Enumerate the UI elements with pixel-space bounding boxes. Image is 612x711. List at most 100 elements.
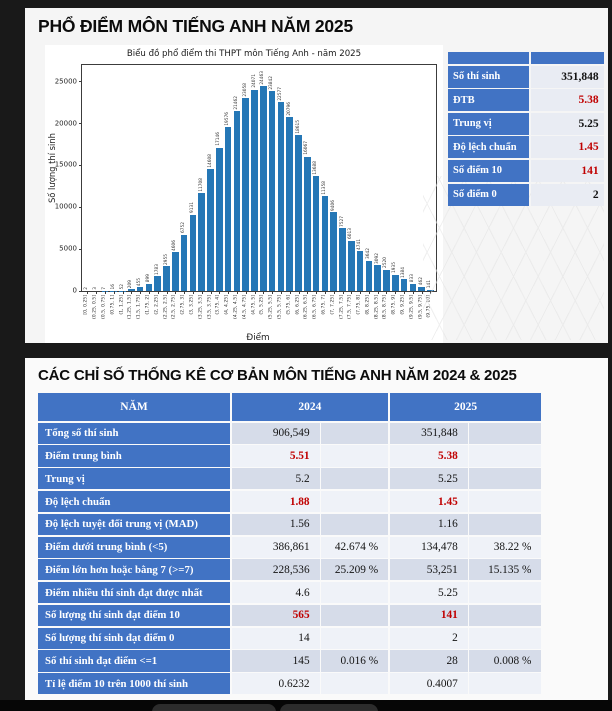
cmp-cell: 5.25 [389,468,468,490]
cmp-cell [469,673,542,695]
histogram-bin: 2 [0, 0.25] [83,65,92,315]
cmp-row: Trung vị 5.2 5.25 [38,468,542,490]
bar-value-label: 21462 [233,96,239,110]
histogram-bar [295,135,302,291]
x-tick-mark [280,291,282,294]
histogram-bar [207,168,214,291]
histogram-bin: 455 (1.5, 1.75] [136,65,145,319]
histogram-bin: 6013 (7.5, 7.75] [347,65,356,319]
histogram-bar [198,193,206,291]
x-tick-label: (1.25, 1.5] [128,295,134,320]
histogram-bar [304,156,311,291]
cmp-row-label: Điểm dưới trung bình (<5) [38,536,230,558]
cmp-cell: 565 [231,604,320,627]
top-panel: PHỔ ĐIỂM MÔN TIẾNG ANH NĂM 2025 Biểu đồ … [25,8,608,343]
chart-x-axis-label: Điểm [246,333,270,343]
bar-value-label: 6752 [181,222,187,233]
cmp-row: Điểm nhiều thí sinh đạt được nhất 4.6 5.25 [38,582,542,604]
bar-value-label: 11358 [321,180,327,195]
histogram-bar [180,234,188,291]
x-tick-mark [166,291,168,294]
bar-value-label: 7 [101,286,107,290]
histogram-bin: 17146 (3.75, 4] [215,65,224,315]
histogram-bar [391,274,399,291]
x-tick-label: (5, 5.25] [260,295,266,315]
stats-value: 351,848 [530,65,604,88]
x-tick-label: (8.75, 9] [391,295,397,315]
bar-value-label: 899 [145,273,151,282]
histogram-bin: 9131 (3, 3.25] [189,65,198,315]
comparison-table: NĂM 2024 2025 Tổng số thí sinh 906,549 351,84… [38,393,542,695]
x-tick-mark [404,291,406,294]
x-tick-label: (3.25, 3.5] [198,295,204,320]
histogram-bin: 7527 (7.25, 7.5] [338,65,347,319]
x-tick-label: (3.75, 4] [216,295,222,315]
histogram-bin: 462 (9.5, 9.75] [417,65,426,319]
x-tick-label: (7.5, 7.75] [348,295,353,320]
x-tick-mark [351,291,353,294]
histogram-bin: 1384 (9, 9.25] [400,65,409,315]
x-tick-label: (5.75, 6] [286,295,292,315]
histogram-bin: 18615 (6, 6.25] [294,65,303,315]
cmp-row: Điểm dưới trung bình (<5) 386,861 42.674 %… [38,536,542,558]
stats-label: Số thí sinh [448,65,529,88]
cmp-cell: 5.25 [389,582,468,604]
cmp-row-label: Điểm nhiều thí sinh đạt được nhất [38,582,230,604]
cmp-cell [469,422,542,444]
x-tick-mark [175,291,177,294]
x-tick-mark [210,291,212,294]
histogram-bin: 2520 (8.5, 8.75] [382,65,391,319]
x-tick-label: (0.75, 1] [110,295,116,315]
x-tick-mark [184,291,186,294]
stats-value: 5.25 [530,112,604,135]
x-tick-mark [386,291,388,294]
cmp-cell: 145 [231,650,320,672]
histogram-bar [216,147,223,291]
histogram-bar [321,195,329,291]
stats-row: Độ lệch chuẩn 1.45 [448,136,604,159]
bottom-panel: CÁC CHỈ SỐ THỐNG KÊ CƠ BẢN MÔN TIẾNG ANH… [25,358,608,700]
histogram-bin: 9406 (7, 7.25] [329,65,338,315]
histogram-bin: 20796 (5.75, 6] [285,65,294,315]
x-tick-mark [298,291,300,294]
cmp-cell: 134,478 [389,536,468,558]
x-tick-mark [131,291,133,294]
x-tick-mark [324,291,326,294]
bar-value-label: 14608 [207,153,213,168]
player-control-shape [152,704,276,711]
cmp-row-label: Trung vị [38,468,230,490]
bottom-panel-title: CÁC CHỈ SỐ THỐNG KÊ CƠ BẢN MÔN TIẾNG ANH… [38,367,517,384]
bar-value-label: 3642 [365,248,371,260]
histogram-bin: 24463 (5, 5.25] [259,65,268,315]
cmp-row: Tỉ lệ điểm 10 trên 1000 thí sinh 0.6232 0.… [38,673,542,695]
histogram-bar [189,214,197,291]
stats-label: Trung vị [448,112,529,135]
x-tick-mark [307,291,309,294]
histogram-bin: 4606 (2.5, 2.75] [171,65,180,319]
x-tick-mark [219,291,221,294]
x-tick-label: (4.75, 5] [251,295,257,315]
histogram-bin: 209 (1.25, 1.5] [127,65,136,319]
histogram-bin: 16 (0.75, 1] [109,65,118,315]
cmp-row: Số lượng thí sinh đạt điểm 0 14 2 [38,627,542,649]
stats-row: Số thí sinh 351,848 [448,65,604,88]
y-tick-label: 20000 [54,119,77,128]
bar-value-label: 13688 [312,161,318,175]
histogram-bar [136,287,144,291]
cmp-cell [469,582,542,604]
histogram-bar [348,240,355,291]
bar-value-label: 2 [84,286,90,290]
cmp-row: Điểm trung bình 5.51 5.38 [38,445,542,467]
x-tick-label: (6.75, 7] [321,295,327,315]
y-tick-mark [79,248,82,250]
bar-value-label: 9131 [189,202,195,214]
histogram-bar [251,89,258,291]
x-tick-label: [0, 0.25] [84,295,90,315]
x-tick-label: (2, 2.25] [154,295,160,315]
histogram-bar [383,269,390,291]
y-tick-label: 25000 [54,77,77,86]
cmp-cell [321,422,389,444]
histogram-bar [339,228,346,291]
y-tick-label: 15000 [54,160,77,169]
histogram-bin: 23842 (5.25, 5.5] [268,65,277,319]
